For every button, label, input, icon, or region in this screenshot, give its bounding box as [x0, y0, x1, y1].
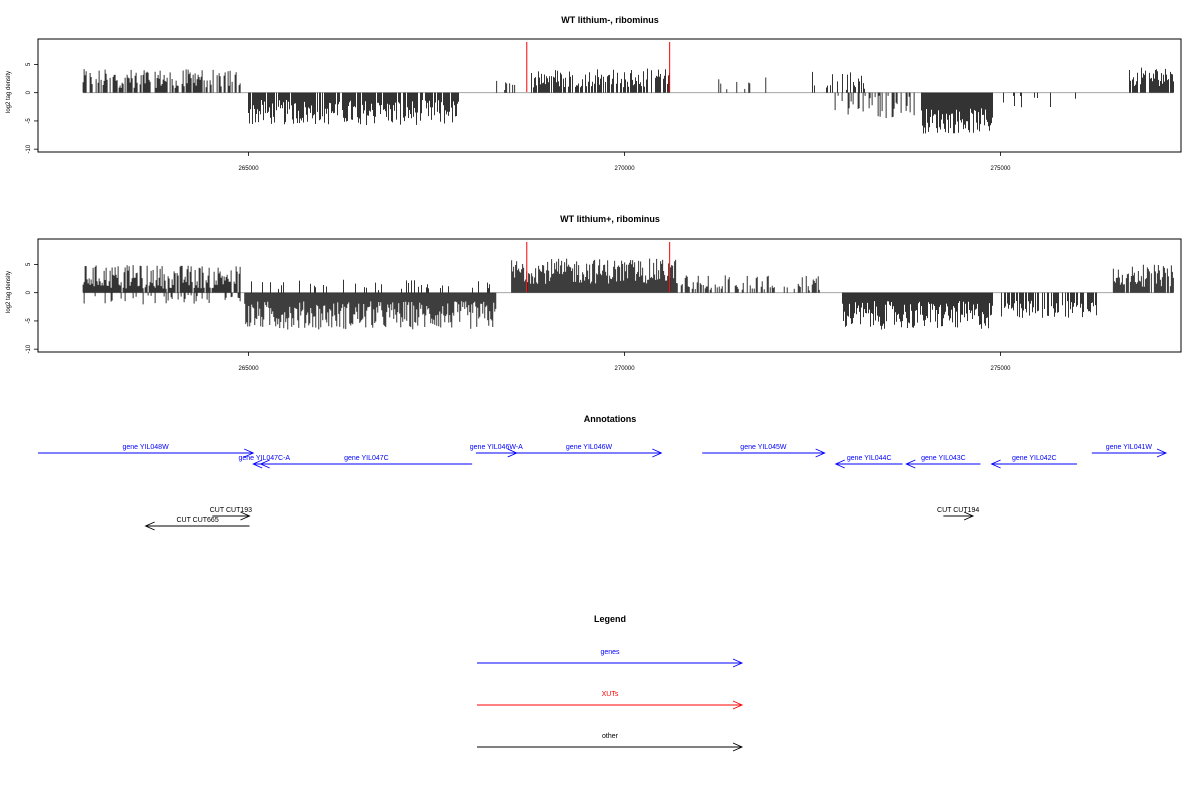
arrow-head [252, 459, 263, 469]
arrow-head [732, 700, 744, 710]
x-tick-label: 265000 [239, 366, 260, 372]
arrow-head [259, 459, 270, 469]
annotation-feature: CUT CUT665 [144, 517, 250, 531]
feature-label: gene YIL044C [847, 455, 892, 462]
feature-label: gene YIL045W [740, 444, 787, 451]
annotation-feature: gene YIL044C [834, 455, 903, 469]
annotation-feature: gene YIL046W-A [470, 444, 523, 458]
legend-label: genes [600, 649, 620, 656]
coverage-bars [82, 42, 1174, 134]
annotation-feature: CUT CUT193 [210, 507, 252, 521]
legend-title: Legend [594, 614, 626, 624]
annotation-feature: gene YIL045W [702, 444, 826, 458]
legend-item: genes [477, 649, 744, 668]
annotation-feature: gene YIL046W [516, 444, 663, 458]
y-axis-label: log2 tag density [6, 271, 12, 313]
annotation-feature: gene YIL041W [1091, 444, 1168, 458]
annotation-feature: gene YIL048W [38, 444, 255, 458]
feature-label: gene YIL043C [921, 455, 966, 462]
axes: 5 0 -5 -10 265000 270000 275000 [26, 62, 1011, 172]
arrow-head [240, 511, 251, 521]
x-tick-label: 270000 [615, 366, 636, 372]
arrow-head [963, 511, 975, 521]
plot-frame [37, 238, 1182, 353]
annotation-feature: gene YIL042C [990, 455, 1077, 469]
arrow-head [144, 521, 155, 531]
arrow-head [244, 448, 255, 458]
y-tick-label: 5 [26, 262, 32, 266]
y-tick-label: -5 [26, 318, 32, 324]
y-tick-label: -10 [26, 144, 32, 153]
panel-title: WT lithium+, ribominus [560, 214, 660, 224]
arrow-head [990, 459, 1001, 469]
y-tick-label: 0 [26, 90, 32, 94]
feature-label: gene YIL041W [1106, 444, 1153, 451]
plot-frame [37, 38, 1182, 153]
y-tick-label: 5 [26, 62, 32, 66]
y-tick-label: -5 [26, 118, 32, 124]
feature-label: gene YIL047C [344, 455, 389, 462]
y-tick-label: 0 [26, 290, 32, 294]
arrow-head [834, 459, 845, 469]
legend-items: genes XUTs other [477, 649, 744, 752]
feature-label: gene YIL046W-A [470, 444, 523, 451]
feature-label: gene YIL048W [123, 444, 170, 451]
x-tick-label: 275000 [991, 166, 1012, 172]
annotation-feature: gene YIL043C [905, 455, 981, 469]
y-tick-label: -10 [26, 344, 32, 353]
legend-item: other [477, 733, 744, 752]
feature-label: CUT CUT665 [176, 517, 218, 524]
feature-label: CUT CUT194 [937, 507, 979, 514]
legend-panel: Legend genes XUTs other [477, 614, 744, 752]
coverage-bars [82, 242, 1174, 330]
legend-label: other [602, 733, 619, 740]
feature-label: gene YIL046W [566, 444, 613, 451]
annotation-feature: gene YIL047C [259, 455, 473, 469]
panel-title: WT lithium-, ribominus [561, 15, 659, 25]
feature-label: CUT CUT193 [210, 507, 252, 514]
arrow-head [815, 448, 826, 458]
annotation-feature: CUT CUT194 [937, 507, 979, 521]
arrow-head [905, 459, 916, 469]
arrow-head [732, 742, 744, 752]
feature-label: gene YIL042C [1012, 455, 1057, 462]
legend-item: XUTs [477, 691, 744, 710]
annotations-title: Annotations [584, 414, 637, 424]
x-tick-label: 275000 [991, 366, 1012, 372]
track-panel-lithium-plus: WT lithium+, ribominus log2 tag density … [6, 214, 1182, 372]
feature-label: gene YIL047C-A [238, 455, 290, 462]
y-axis-label: log2 tag density [6, 71, 12, 113]
annotation-features: gene YIL048W gene YIL047C-A gene YIL047C ge… [38, 444, 1168, 531]
x-tick-label: 270000 [615, 166, 636, 172]
legend-label: XUTs [602, 691, 619, 698]
arrow-head [652, 448, 663, 458]
arrow-head [1156, 448, 1168, 458]
arrow-head [732, 658, 744, 668]
axes: 5 0 -5 -10 265000 270000 275000 [26, 262, 1011, 372]
x-tick-label: 265000 [239, 166, 260, 172]
track-panel-lithium-minus: WT lithium-, ribominus log2 tag density … [6, 15, 1182, 172]
